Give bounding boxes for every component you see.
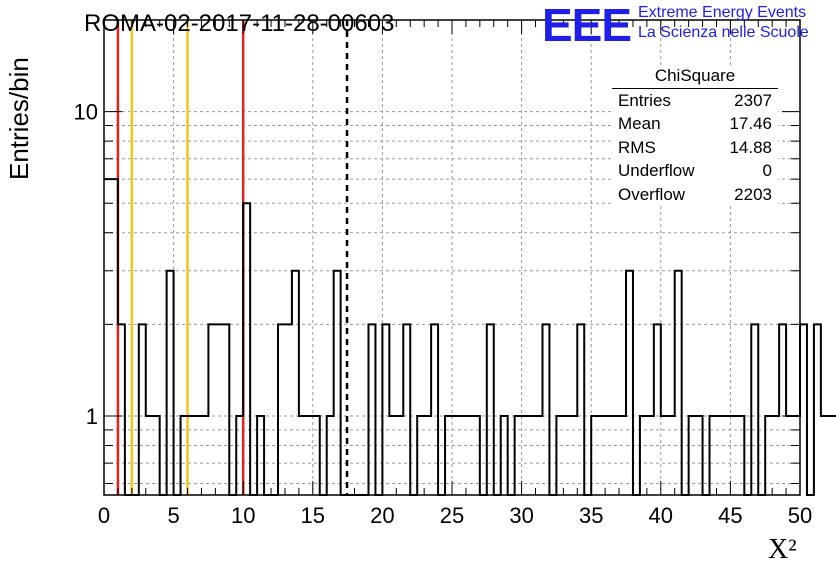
stats-title: ChiSquare (612, 66, 778, 89)
y-tick-label: 10 (74, 100, 98, 125)
x-tick-label: 10 (231, 503, 255, 528)
x-tick-label: 45 (718, 503, 742, 528)
x-axis-label: X² (768, 534, 797, 565)
stats-label: RMS (618, 137, 656, 157)
x-tick-label: 0 (98, 503, 110, 528)
stats-value: 14.88 (729, 137, 772, 157)
x-tick-label: 5 (167, 503, 179, 528)
stats-row-underflow: Underflow 0 (612, 159, 778, 182)
x-tick-label: 25 (440, 503, 464, 528)
stats-label: Mean (618, 114, 661, 134)
y-tick-label: 1 (86, 404, 98, 429)
stats-value: 17.46 (729, 114, 772, 134)
eee-logo: EEE (542, 0, 632, 51)
histogram-outline (104, 178, 836, 496)
x-tick-label: 30 (509, 503, 533, 528)
x-tick-label: 40 (649, 503, 673, 528)
logo-line-1: Extreme Energy Events (638, 4, 807, 21)
grid (104, 20, 800, 495)
chart-title: ROMA-02-2017-11-28-00603 (84, 10, 395, 37)
x-tick-label: 15 (301, 503, 325, 528)
x-tick-label: 20 (370, 503, 394, 528)
tick-labels: 0 5 10 15 20 25 30 35 40 45 50 1 10 (74, 100, 813, 528)
y-axis-label: Entries/bin (4, 57, 34, 180)
stats-row-overflow: Overflow 2203 (612, 183, 778, 206)
stats-row-rms: RMS 14.88 (612, 136, 778, 159)
stats-value: 2307 (734, 91, 772, 110)
stats-value: 2203 (734, 184, 772, 204)
stats-row-entries: Entries 2307 (612, 89, 778, 112)
stats-label: Underflow (618, 161, 695, 181)
x-tick-label: 35 (579, 503, 603, 528)
histogram-series (104, 178, 836, 496)
stats-box: ChiSquare Entries 2307 Mean 17.46 RMS 14… (612, 66, 778, 206)
stats-row-mean: Mean 17.46 (612, 112, 778, 135)
stats-label: Overflow (618, 184, 686, 204)
stats-value: 0 (762, 161, 772, 181)
axes (103, 19, 801, 496)
x-tick-label: 50 (788, 503, 812, 528)
logo-line-2: La Scienza nelle Scuole (638, 24, 809, 41)
stats-label: Entries (618, 91, 671, 110)
